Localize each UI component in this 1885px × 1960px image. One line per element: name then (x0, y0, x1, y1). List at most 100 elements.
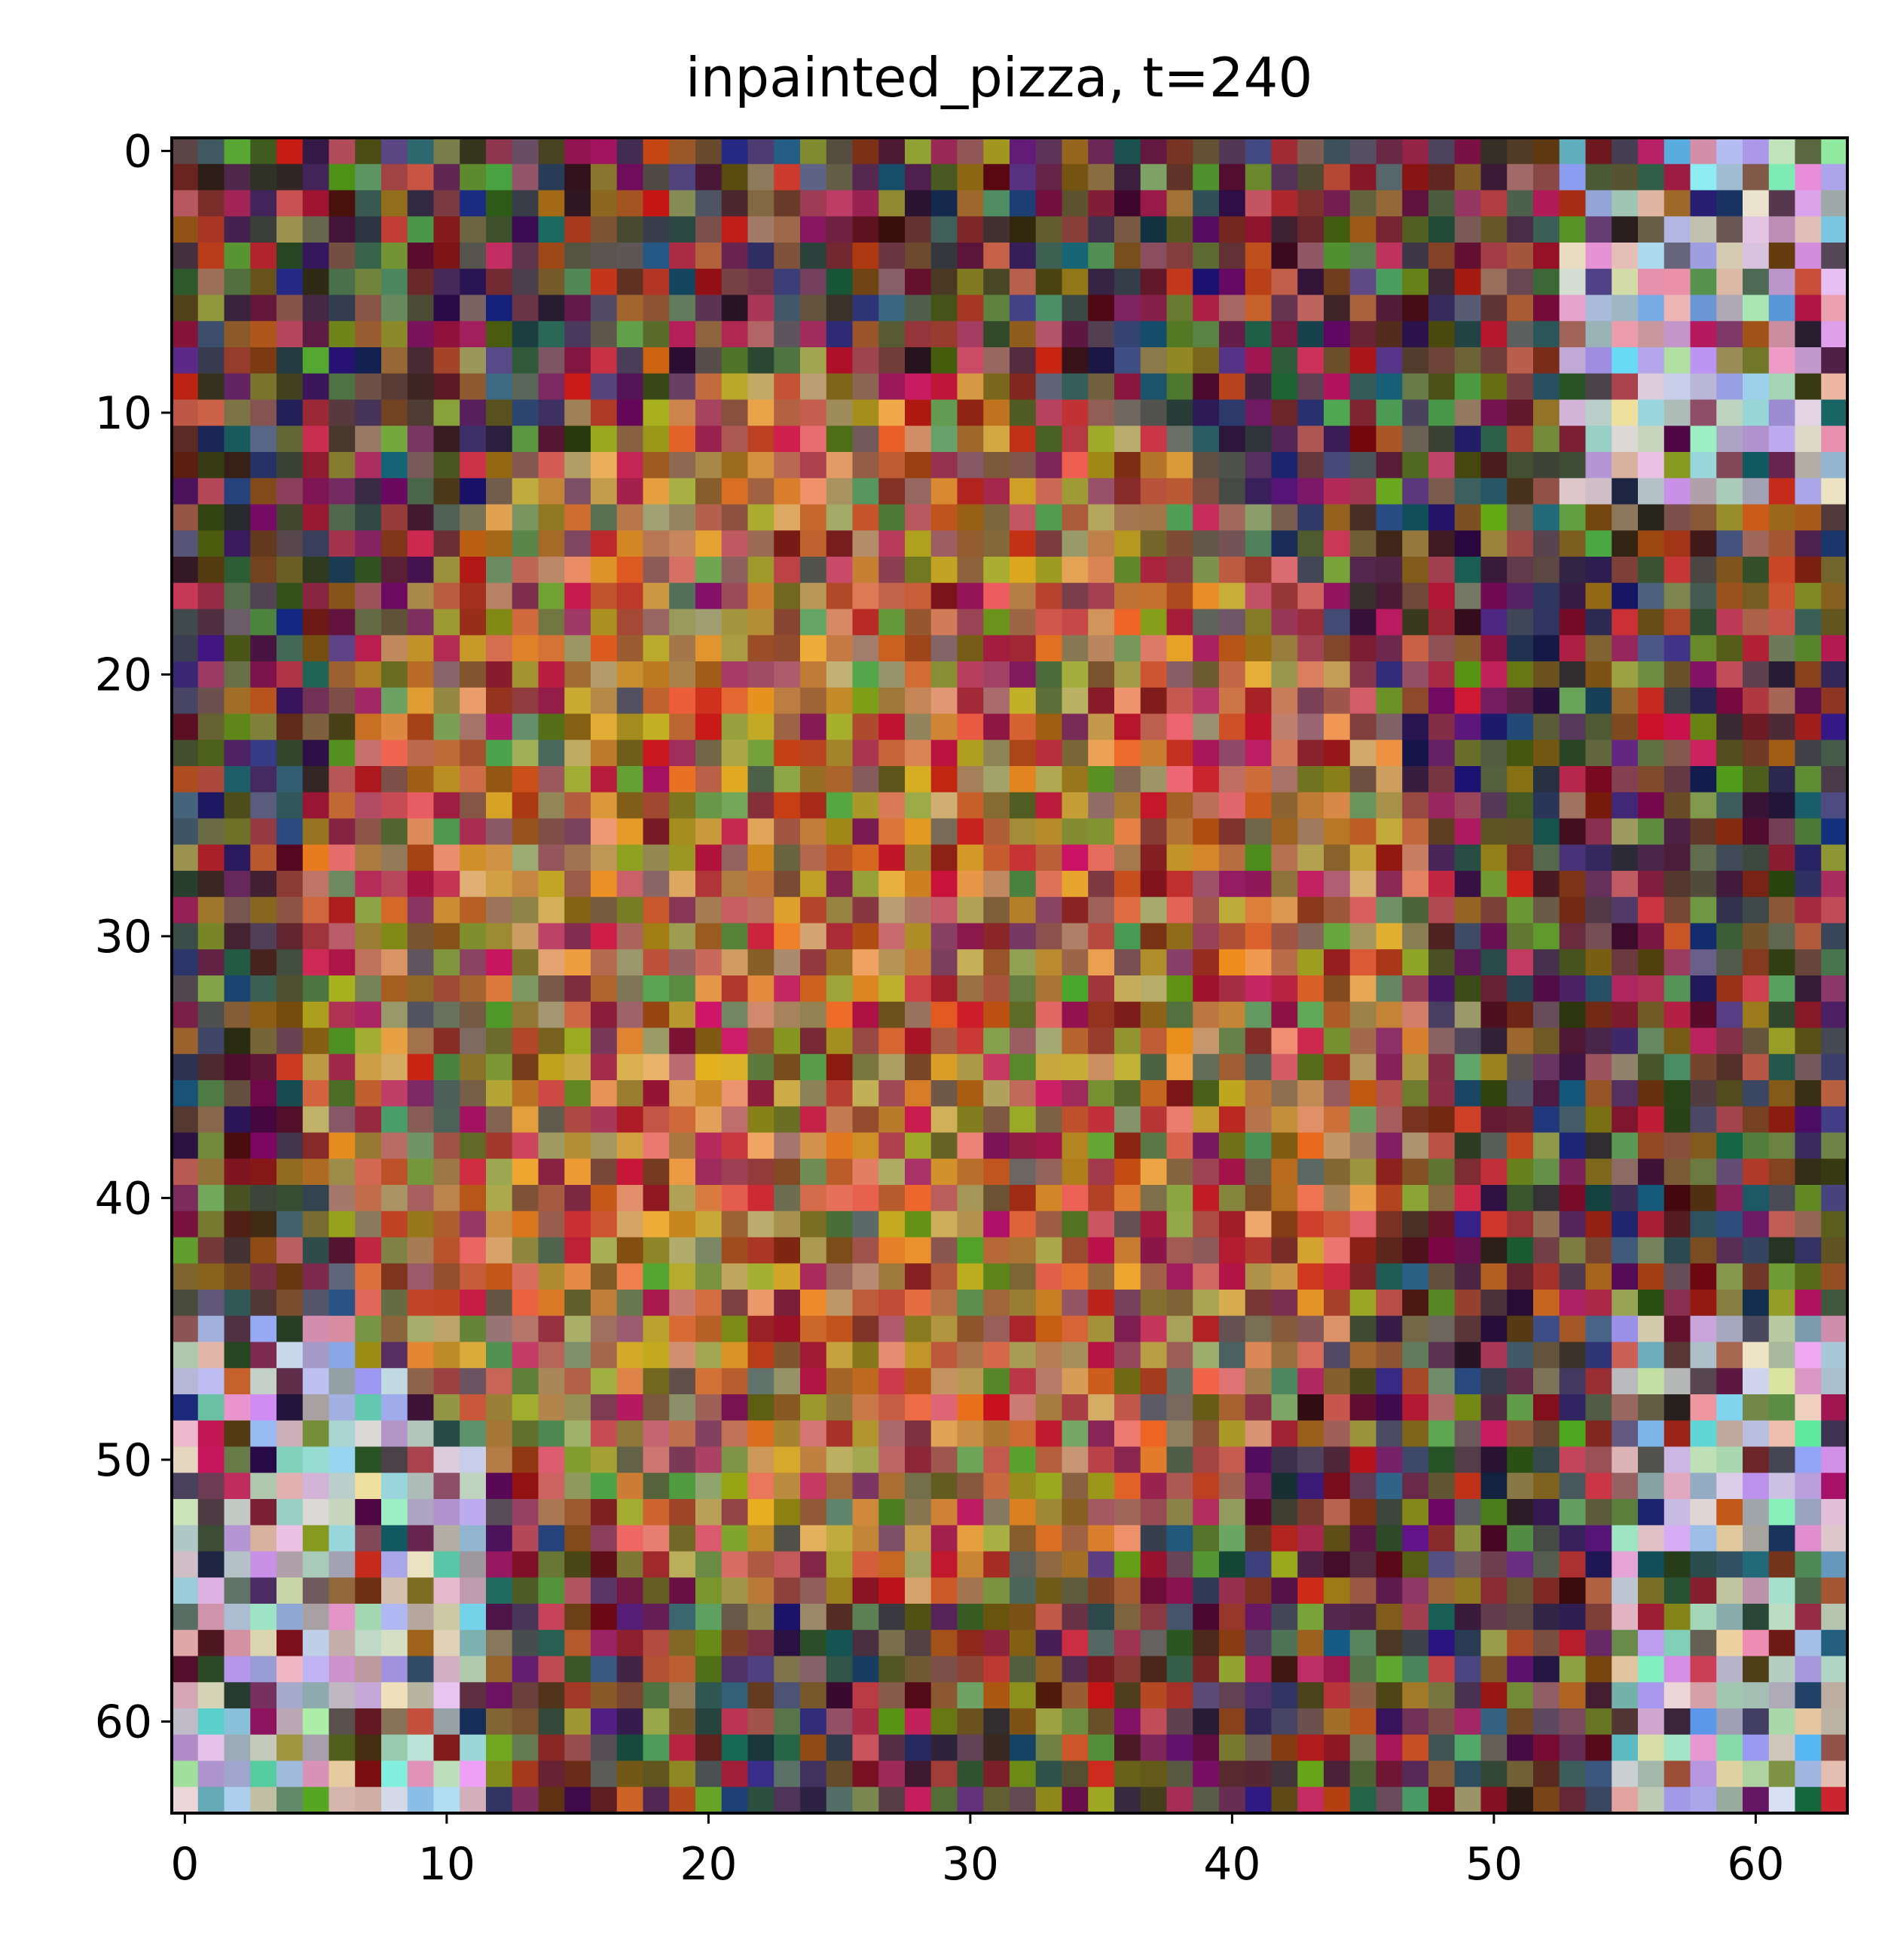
pixel-cell (512, 1525, 539, 1552)
pixel-cell (1245, 321, 1272, 347)
pixel-cell (591, 609, 617, 636)
pixel-cell (853, 1473, 879, 1499)
pixel-cell (1638, 635, 1664, 661)
pixel-cell (1533, 269, 1560, 295)
pixel-cell (1376, 1263, 1403, 1290)
pixel-cell (1743, 1499, 1769, 1525)
pixel-cell (1036, 530, 1062, 557)
pixel-cell (408, 1604, 434, 1630)
pixel-cell (905, 897, 931, 924)
pixel-cell (958, 1421, 984, 1447)
pixel-cell (591, 924, 617, 950)
pixel-cell (198, 897, 225, 924)
pixel-cell (1297, 609, 1324, 636)
pixel-cell (617, 1447, 643, 1473)
pixel-cell (564, 1682, 591, 1708)
pixel-cell (853, 530, 879, 557)
pixel-cell (329, 609, 356, 636)
pixel-cell (1821, 1159, 1847, 1185)
pixel-cell (958, 1002, 984, 1028)
pixel-cell (434, 1577, 460, 1604)
pixel-cell (486, 216, 512, 243)
pixel-cell (669, 426, 695, 452)
pixel-cell (1664, 1002, 1691, 1028)
pixel-cell (1560, 426, 1586, 452)
pixel-cell (905, 557, 931, 583)
pixel-cell (1691, 609, 1717, 636)
pixel-cell (355, 871, 381, 897)
pixel-cell (1297, 635, 1324, 661)
pixel-cell (564, 374, 591, 400)
pixel-cell (774, 792, 800, 819)
pixel-cell (1376, 216, 1403, 243)
pixel-cell (1036, 295, 1062, 322)
pixel-cell (1036, 347, 1062, 374)
pixel-cell (408, 1290, 434, 1316)
pixel-cell (1376, 844, 1403, 871)
pixel-cell (722, 792, 748, 819)
pixel-cell (1036, 191, 1062, 217)
pixel-cell (1010, 1133, 1036, 1159)
pixel-cell (1402, 897, 1428, 924)
pixel-cell (722, 478, 748, 505)
pixel-cell (1324, 1133, 1350, 1159)
pixel-cell (1455, 1552, 1481, 1578)
pixel-cell (774, 478, 800, 505)
pixel-cell (355, 1421, 381, 1447)
pixel-cell (1821, 635, 1847, 661)
pixel-cell (1402, 505, 1428, 531)
pixel-cell (931, 321, 958, 347)
pixel-cell (1533, 1682, 1560, 1708)
pixel-cell (722, 1656, 748, 1683)
pixel-cell (748, 374, 774, 400)
pixel-cell (774, 1604, 800, 1630)
pixel-cell (905, 1447, 931, 1473)
pixel-cell (1376, 347, 1403, 374)
pixel-cell (1743, 740, 1769, 766)
pixel-cell (1245, 1002, 1272, 1028)
pixel-cell (1507, 871, 1533, 897)
pixel-cell (250, 609, 276, 636)
pixel-cell (1716, 452, 1743, 478)
pixel-cell (1612, 583, 1638, 609)
pixel-cell (1481, 688, 1508, 714)
pixel-cell (878, 688, 905, 714)
pixel-cell (1245, 1107, 1272, 1133)
pixel-cell (1193, 400, 1219, 426)
pixel-cell (748, 714, 774, 740)
pixel-cell (250, 295, 276, 322)
pixel-cell (1612, 1708, 1638, 1735)
pixel-cell (408, 426, 434, 452)
pixel-cell (381, 949, 408, 975)
pixel-cell (1560, 1630, 1586, 1656)
pixel-cell (355, 138, 381, 164)
pixel-cell (643, 1080, 670, 1107)
pixel-cell (381, 688, 408, 714)
pixel-cell (512, 1263, 539, 1290)
pixel-cell (460, 924, 486, 950)
pixel-cell (1088, 557, 1114, 583)
pixel-cell (1638, 1133, 1664, 1159)
pixel-cell (1821, 1525, 1847, 1552)
pixel-cell (695, 714, 722, 740)
pixel-cell (276, 243, 303, 269)
pixel-cell (1167, 819, 1193, 845)
pixel-cell (1638, 557, 1664, 583)
pixel-cell (1114, 1211, 1141, 1238)
pixel-cell (1795, 1238, 1822, 1264)
pixel-cell (1795, 1054, 1822, 1080)
pixel-cell (172, 609, 198, 636)
pixel-cell (1612, 321, 1638, 347)
pixel-cell (983, 819, 1010, 845)
pixel-cell (486, 1682, 512, 1708)
pixel-cell (695, 609, 722, 636)
pixel-cell (1455, 243, 1481, 269)
pixel-cell (250, 1682, 276, 1708)
pixel-cell (1638, 1263, 1664, 1290)
pixel-cell (1428, 1002, 1455, 1028)
pixel-cell (1664, 1133, 1691, 1159)
pixel-cell (539, 1708, 565, 1735)
pixel-cell (748, 1552, 774, 1578)
pixel-cell (198, 975, 225, 1002)
pixel-cell (1219, 164, 1245, 191)
